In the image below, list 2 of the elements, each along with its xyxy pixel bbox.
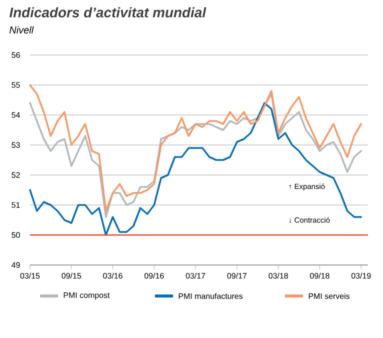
chart-subtitle: Nivell <box>10 26 34 34</box>
chart-title: Indicadors d’activitat mundial <box>9 7 206 18</box>
